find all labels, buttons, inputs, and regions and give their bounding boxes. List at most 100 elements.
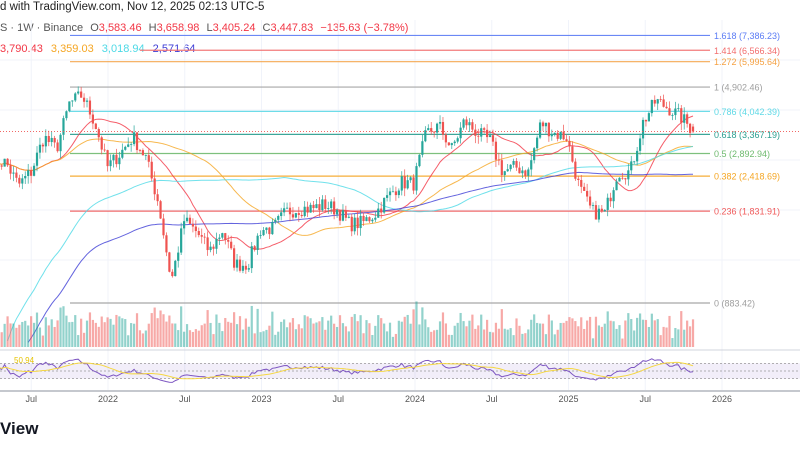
candle — [659, 95, 662, 102]
candle — [135, 132, 139, 154]
candle — [462, 118, 465, 130]
volume-bar — [109, 318, 112, 347]
volume-bar — [577, 326, 580, 347]
volume-bar — [385, 331, 389, 347]
volume-bar — [521, 333, 524, 347]
volume-bar — [200, 325, 203, 347]
candle — [518, 161, 521, 174]
candle — [74, 92, 77, 103]
volume-bar — [474, 328, 477, 347]
volume-bar — [638, 313, 642, 347]
volume-bar — [550, 320, 553, 347]
ohlc-open-label: O — [90, 22, 99, 34]
volume-bar — [668, 315, 671, 347]
candle — [377, 202, 380, 218]
volume-bar — [59, 307, 62, 347]
candle — [300, 210, 303, 218]
volume-bar — [194, 329, 197, 347]
candle — [327, 201, 330, 214]
volume-bar — [488, 331, 492, 347]
volume-bar — [38, 327, 42, 347]
volume-bar — [56, 320, 59, 347]
volume-bar — [427, 327, 430, 347]
candle-body — [453, 141, 456, 144]
candle-body — [580, 179, 583, 187]
candle — [447, 142, 450, 147]
volume-bar — [71, 321, 74, 347]
candle — [515, 158, 518, 171]
candle-body — [212, 246, 215, 249]
candle-body — [109, 160, 112, 167]
candle-body — [415, 166, 418, 191]
candle — [424, 126, 427, 143]
volume-bar — [438, 321, 442, 347]
volume-bar — [30, 316, 33, 347]
volume-bar — [424, 319, 427, 347]
candle — [3, 158, 6, 167]
volume-bar — [27, 325, 30, 347]
candle-body — [630, 161, 633, 171]
ohlc-low-value: 3,405.24 — [212, 22, 256, 34]
candle-body — [277, 216, 280, 220]
volume-bar — [253, 333, 256, 347]
candle — [383, 197, 386, 214]
candle-body — [433, 131, 436, 133]
candle-body — [541, 122, 545, 127]
candle — [338, 209, 342, 226]
candle-body — [233, 248, 236, 268]
candle-body — [30, 170, 33, 176]
candle — [53, 135, 56, 148]
volume-bar — [259, 332, 262, 347]
volume-bar — [647, 326, 651, 347]
volume-bar — [541, 323, 545, 347]
candle-body — [562, 131, 565, 140]
candle-body — [597, 208, 600, 220]
candle-body — [74, 93, 77, 101]
candle — [503, 170, 506, 181]
candle — [615, 178, 618, 191]
candle-body — [388, 191, 392, 196]
volume-bar — [250, 305, 253, 347]
volume-bar — [327, 320, 330, 347]
candle — [512, 158, 515, 168]
candle — [238, 255, 242, 273]
ohlc-close: C3,447.83 — [263, 22, 314, 34]
volume-bar — [100, 316, 103, 347]
candle-body — [18, 177, 21, 184]
volume-bar — [103, 322, 106, 347]
volume-bar — [636, 317, 639, 347]
candle-body — [191, 223, 195, 227]
volume-bar — [106, 317, 109, 347]
volume-bar — [509, 328, 512, 347]
candle-body — [627, 170, 630, 180]
candle — [335, 208, 339, 218]
volume-bar — [53, 326, 56, 347]
candle — [235, 254, 239, 272]
candle — [562, 124, 565, 141]
volume-bar — [553, 334, 556, 347]
candle-body — [227, 240, 230, 242]
volume-bar — [653, 320, 656, 347]
volume-bar — [680, 311, 683, 347]
ma-value-3: 3,018.94 — [101, 43, 145, 55]
candle — [35, 146, 39, 172]
volume-bar — [162, 314, 165, 347]
candle — [430, 122, 433, 135]
candle-body — [41, 144, 44, 147]
candle — [262, 227, 265, 237]
candle — [247, 263, 250, 273]
volume-bar — [62, 306, 65, 347]
candle — [583, 182, 586, 191]
volume-bar — [444, 323, 448, 347]
candle-body — [515, 161, 518, 168]
candle-body — [509, 164, 512, 170]
candle — [156, 188, 159, 206]
candle — [656, 98, 659, 111]
candle-body — [568, 140, 571, 147]
volume-bar — [147, 323, 150, 347]
volume-bar — [88, 312, 92, 347]
price-chart[interactable]: Jul 2022 Jul 2023 Jul 2024 Jul 2025 Jul 2026 1.618… — [0, 0, 800, 415]
candle — [594, 200, 598, 220]
candle — [550, 129, 553, 141]
candle-body — [385, 195, 389, 198]
